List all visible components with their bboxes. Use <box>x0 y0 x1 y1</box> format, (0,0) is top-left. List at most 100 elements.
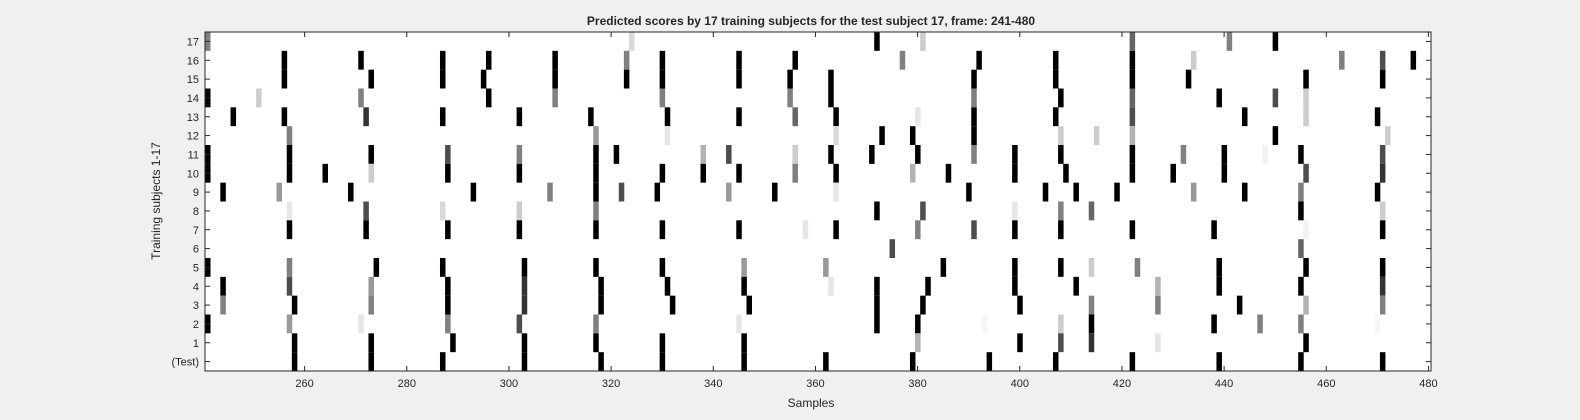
heatmap-cell <box>1012 163 1018 183</box>
heatmap-cell <box>1298 352 1304 371</box>
heatmap-cell <box>286 276 293 296</box>
heatmap-cell <box>552 88 558 108</box>
heatmap-cell <box>1298 276 1304 296</box>
heatmap-cell <box>833 220 839 240</box>
heatmap-cell <box>1303 69 1309 89</box>
heatmap-cell <box>787 88 793 108</box>
heatmap-cell <box>940 258 947 277</box>
heatmap-cell <box>1042 182 1049 202</box>
heatmap-cell <box>286 258 293 277</box>
heatmap-cell <box>439 50 446 70</box>
heatmap-cell <box>1241 182 1248 202</box>
heatmap-cell <box>736 220 742 240</box>
heatmap-cell <box>1058 201 1064 221</box>
heatmap-cell <box>439 352 446 371</box>
x-tick-label: 260 <box>295 378 313 390</box>
heatmap-cell <box>1063 163 1069 183</box>
heatmap-cell <box>1185 69 1192 89</box>
heatmap-cell <box>971 220 977 240</box>
heatmap-cell <box>598 276 604 296</box>
heatmap-cell <box>1058 126 1064 145</box>
chart-title: Predicted scores by 17 training subjects… <box>587 14 1035 28</box>
heatmap-cell <box>368 163 374 183</box>
heatmap-cell <box>971 126 977 145</box>
heatmap-cell <box>445 145 451 164</box>
heatmap-cell <box>1012 220 1018 240</box>
heatmap-cell <box>628 32 635 51</box>
heatmap-cell <box>1298 314 1304 334</box>
heatmap-cell <box>874 276 880 296</box>
heatmap-cell <box>915 333 921 353</box>
heatmap-cell <box>909 126 916 145</box>
heatmap-cell <box>516 314 523 334</box>
heatmap-cell <box>945 163 952 183</box>
x-tick-label: 280 <box>398 378 416 390</box>
heatmap-cell <box>828 69 834 89</box>
heatmap-cell <box>828 145 834 164</box>
heatmap-cell <box>1012 276 1018 296</box>
heatmap-cell <box>1379 352 1386 371</box>
heatmap-cell <box>286 163 293 183</box>
heatmap-cell <box>445 314 451 334</box>
heatmap-cell <box>593 182 599 202</box>
heatmap-cell <box>833 126 839 145</box>
heatmap-cell <box>659 163 666 183</box>
heatmap-cell <box>736 69 742 89</box>
y-tick-label: 10 <box>187 168 199 180</box>
heatmap-cell <box>286 126 293 145</box>
heatmap-cell <box>746 295 752 315</box>
heatmap-cell <box>1374 107 1381 127</box>
heatmap-cell <box>925 276 931 296</box>
heatmap-cell <box>613 145 620 164</box>
heatmap-cell <box>1379 69 1386 89</box>
heatmap-cell <box>593 126 599 145</box>
x-tick-label: 340 <box>704 378 722 390</box>
heatmap-cell <box>874 295 880 315</box>
heatmap-cell <box>1339 50 1345 70</box>
y-tick-label: 13 <box>187 112 199 124</box>
heatmap-cell <box>516 163 523 183</box>
x-tick-label: 460 <box>1317 378 1335 390</box>
heatmap-cell <box>516 201 523 221</box>
heatmap-cell <box>659 88 666 108</box>
heatmap-cell <box>1155 276 1161 296</box>
heatmap-cell <box>286 145 293 164</box>
heatmap-cell <box>485 50 492 70</box>
heatmap-cell <box>736 50 742 70</box>
heatmap-cell <box>1298 145 1304 164</box>
heatmap-cell <box>1129 50 1136 70</box>
heatmap-cell <box>593 145 599 164</box>
heatmap-cell <box>593 163 599 183</box>
heatmap-cell <box>823 352 829 371</box>
heatmap-cell <box>741 352 747 371</box>
heatmap-cell <box>439 201 446 221</box>
heatmap-cell <box>1379 295 1386 315</box>
heatmap-cell <box>552 69 558 89</box>
heatmap-cell <box>1073 182 1079 202</box>
heatmap-cell <box>1410 50 1417 70</box>
heatmap-cell <box>348 182 354 202</box>
heatmap-cell <box>220 276 226 296</box>
x-tick-label: 420 <box>1113 378 1131 390</box>
heatmap-cell <box>1012 145 1018 164</box>
heatmap-cell <box>659 258 666 277</box>
heatmap-cell <box>521 352 528 371</box>
heatmap-cell <box>439 258 446 277</box>
heatmap-cell <box>869 145 875 164</box>
heatmap-cell <box>787 69 793 89</box>
heatmap-cell <box>915 107 921 127</box>
heatmap-cell <box>593 314 599 334</box>
heatmap-cell <box>920 32 926 51</box>
heatmap-cell <box>1058 333 1064 353</box>
heatmap-cell <box>1058 314 1064 334</box>
heatmap-cell <box>792 107 798 127</box>
heatmap-cell <box>516 107 523 127</box>
y-tick-label: 12 <box>187 131 199 143</box>
heatmap-cell <box>1379 163 1386 183</box>
heatmap-cell <box>909 163 916 183</box>
heatmap-cell <box>1088 314 1095 334</box>
heatmap-cell <box>1129 126 1136 145</box>
heatmap-cell <box>1129 145 1136 164</box>
heatmap-cell <box>552 50 558 70</box>
heatmap-cell <box>1073 276 1079 296</box>
